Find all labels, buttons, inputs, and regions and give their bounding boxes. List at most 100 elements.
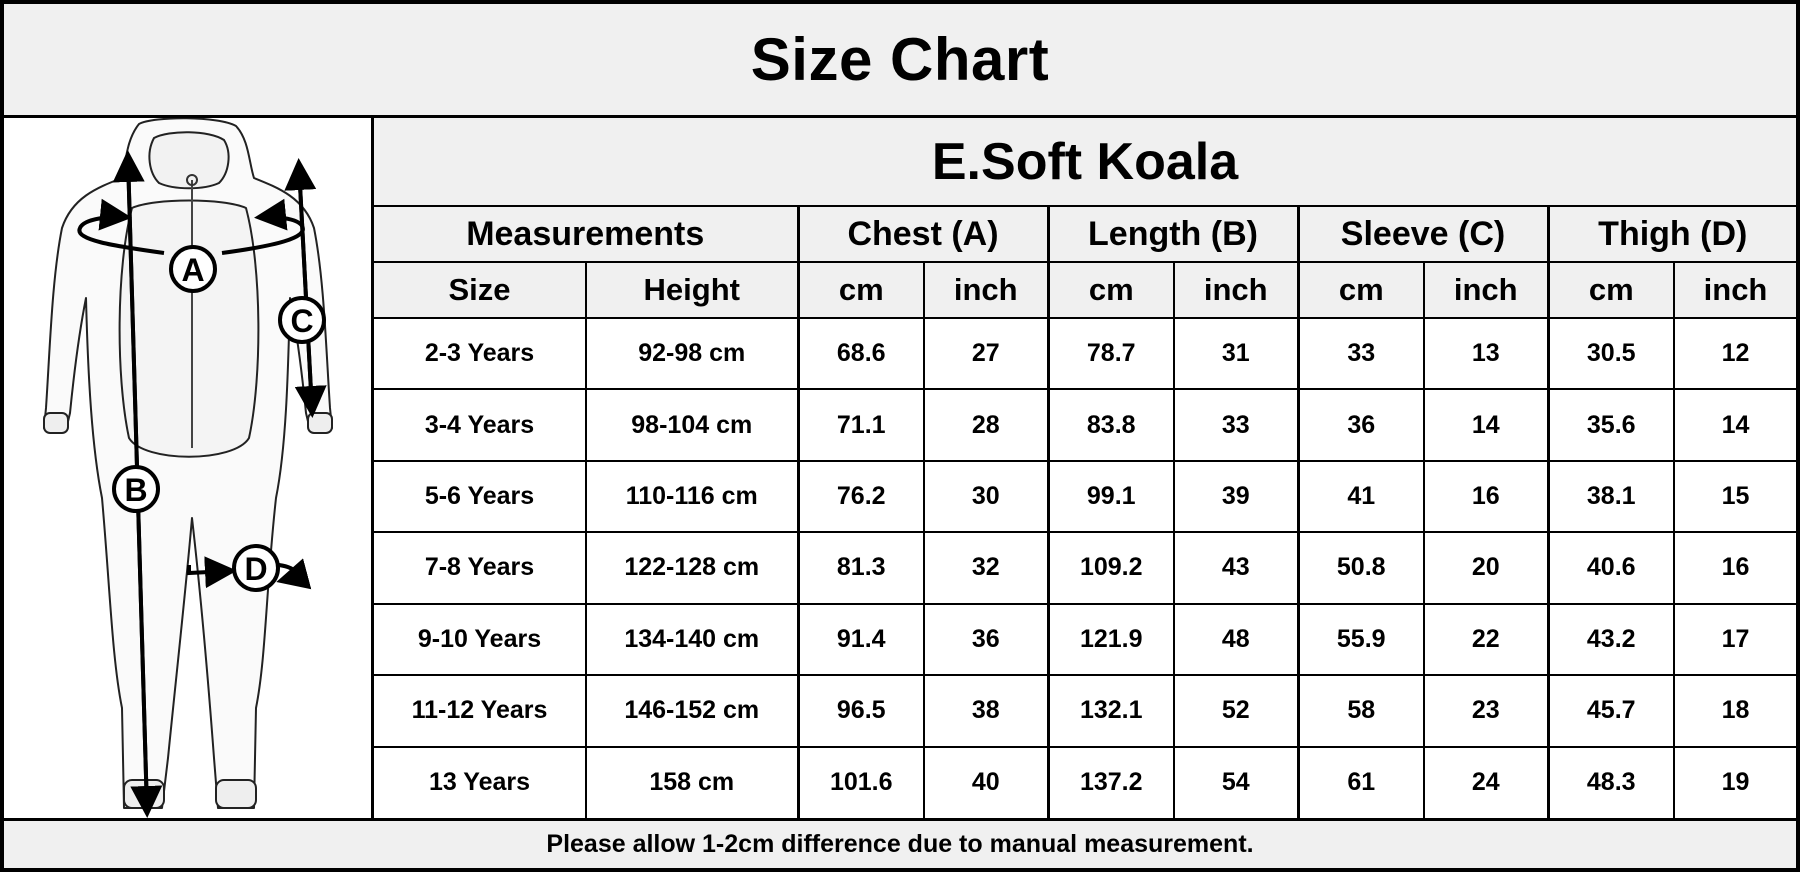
table-cell: 12 [1672,316,1797,391]
table-cell: 109.2 [1046,531,1175,605]
marker-b: B [124,472,147,508]
table-cell: 38.1 [1546,459,1675,534]
table-cell: 23 [1423,674,1549,748]
table-cell: 54 [1173,745,1299,818]
product-name: E.Soft Koala [374,118,1797,207]
table-cell: 110-116 cm [585,459,799,534]
table-cell: 20 [1423,531,1549,605]
table-cell: 30.5 [1546,316,1675,391]
table-cell: 48.3 [1546,745,1675,818]
table-row: 11-12 Years 146-152 cm 96.5 38 132.1 52 58 23 45… [374,674,1797,748]
unit-header: cm [1046,261,1175,319]
unit-header: inch [1173,261,1299,319]
table-row: 13 Years 158 cm 101.6 40 137.2 54 61 24 48.3 19 [374,745,1797,818]
unit-header: inch [923,261,1049,319]
page-title: Size Chart [750,26,1050,93]
group-header: Measurements [374,205,799,263]
table-cell: 15 [1672,459,1797,534]
table-cell: 92-98 cm [585,316,799,391]
marker-c: C [290,303,313,339]
table-cell: 3-4 Years [374,388,587,462]
table-cell: 40.6 [1546,531,1675,605]
table-cell: 13 Years [374,745,587,818]
table-cell: 14 [1672,388,1797,462]
unit-header: Height [585,261,799,319]
group-header: Sleeve (C) [1296,205,1549,263]
table-cell: 36 [923,602,1049,677]
unit-header: cm [1546,261,1675,319]
table-cell: 78.7 [1046,316,1175,391]
group-header: Chest (A) [796,205,1049,263]
table-cell: 50.8 [1296,531,1425,605]
table-cell: 99.1 [1046,459,1175,534]
marker-d: D [244,551,267,587]
table-cell: 58 [1296,674,1425,748]
table-cell: 7-8 Years [374,531,587,605]
table-row: 9-10 Years 134-140 cm 91.4 36 121.9 48 55.9 22 4… [374,602,1797,677]
unit-header: cm [1296,261,1425,319]
unit-header: cm [796,261,925,319]
table-cell: 43 [1173,531,1299,605]
table-cell: 158 cm [585,745,799,818]
table-cell: 48 [1173,602,1299,677]
table-cell: 134-140 cm [585,602,799,677]
table-cell: 2-3 Years [374,316,587,391]
table-cell: 137.2 [1046,745,1175,818]
size-table: E.Soft Koala Measurements Chest (A) Length… [374,118,1797,818]
unit-header: inch [1672,261,1797,319]
marker-a: A [181,252,204,288]
table-cell: 9-10 Years [374,602,587,677]
table-cell: 39 [1173,459,1299,534]
table-cell: 68.6 [796,316,925,391]
table-cell: 61 [1296,745,1425,818]
table-cell: 40 [923,745,1049,818]
footer-note: Please allow 1-2cm difference due to man… [546,830,1254,858]
table-row: 7-8 Years 122-128 cm 81.3 32 109.2 43 50.8 20 40… [374,531,1797,605]
table-cell: 146-152 cm [585,674,799,748]
table-cell: 101.6 [796,745,925,818]
table-cell: 17 [1672,602,1797,677]
garment-figure-panel: A B C D [4,118,374,818]
table-cell: 35.6 [1546,388,1675,462]
table-cell: 122-128 cm [585,531,799,605]
table-cell: 41 [1296,459,1425,534]
table-cell: 33 [1173,388,1299,462]
table-cell: 91.4 [796,602,925,677]
table-cell: 16 [1672,531,1797,605]
table-cell: 36 [1296,388,1425,462]
footer-bar: Please allow 1-2cm difference due to man… [4,818,1796,868]
table-cell: 33 [1296,316,1425,391]
size-table-panel: E.Soft Koala Measurements Chest (A) Length… [374,118,1797,818]
table-cell: 5-6 Years [374,459,587,534]
table-cell: 121.9 [1046,602,1175,677]
table-cell: 30 [923,459,1049,534]
table-cell: 83.8 [1046,388,1175,462]
table-cell: 45.7 [1546,674,1675,748]
table-cell: 13 [1423,316,1549,391]
unit-header: inch [1423,261,1549,319]
table-row: 5-6 Years 110-116 cm 76.2 30 99.1 39 41 16 38.1 1… [374,459,1797,534]
table-cell: 32 [923,531,1049,605]
table-cell: 19 [1672,745,1797,818]
table-cell: 22 [1423,602,1549,677]
table-cell: 28 [923,388,1049,462]
table-cell: 24 [1423,745,1549,818]
table-cell: 18 [1672,674,1797,748]
table-cell: 71.1 [796,388,925,462]
table-cell: 38 [923,674,1049,748]
table-cell: 43.2 [1546,602,1675,677]
title-bar: Size Chart [4,4,1796,118]
table-cell: 11-12 Years [374,674,587,748]
unit-header: Size [374,261,587,319]
table-cell: 16 [1423,459,1549,534]
group-header: Thigh (D) [1546,205,1797,263]
table-cell: 132.1 [1046,674,1175,748]
table-cell: 76.2 [796,459,925,534]
table-cell: 31 [1173,316,1299,391]
table-cell: 55.9 [1296,602,1425,677]
group-header: Length (B) [1046,205,1299,263]
table-row: 2-3 Years 92-98 cm 68.6 27 78.7 31 33 13 30.5 12 [374,316,1797,391]
table-cell: 96.5 [796,674,925,748]
table-cell: 98-104 cm [585,388,799,462]
